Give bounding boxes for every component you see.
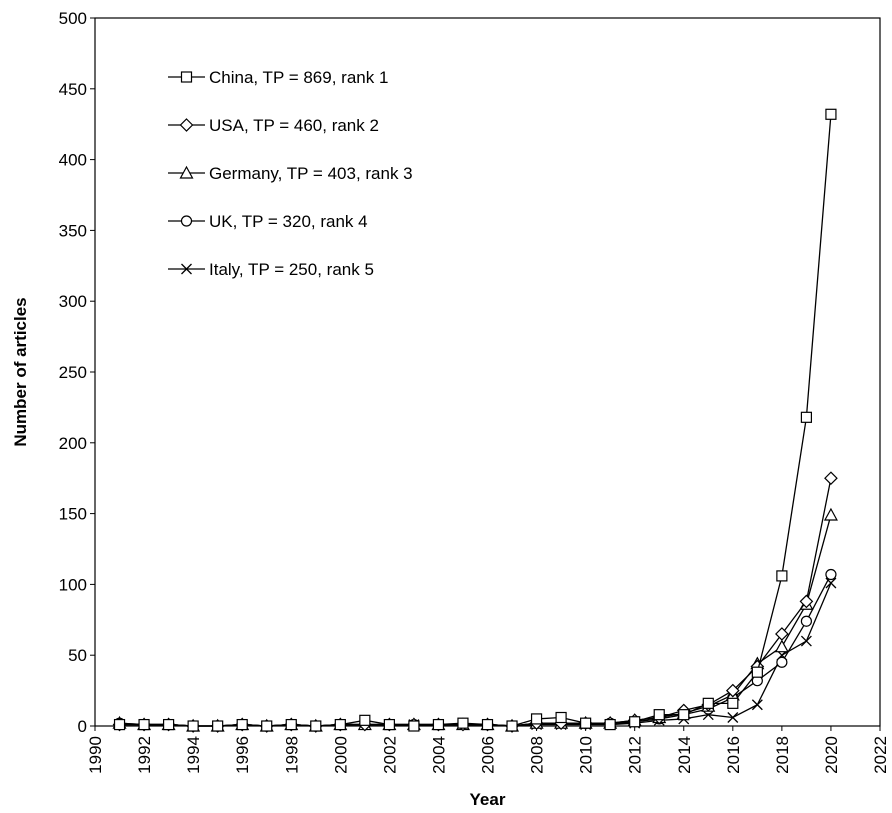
legend-marker-circle <box>180 215 193 227</box>
data-point-diamond <box>799 594 814 609</box>
data-point-circle <box>800 615 813 627</box>
data-point-square <box>432 718 445 731</box>
data-point-triangle <box>823 507 838 521</box>
y-tick-label: 200 <box>59 434 87 453</box>
y-tick-label: 250 <box>59 363 87 382</box>
series-layer <box>112 108 838 733</box>
legend-label: China, TP = 869, rank 1 <box>209 68 388 87</box>
data-point-diamond <box>725 683 740 698</box>
x-tick-label: 2000 <box>331 736 350 774</box>
x-tick-label: 1994 <box>184 736 203 774</box>
legend-item: Italy, TP = 250, rank 5 <box>168 260 374 279</box>
data-point-square <box>555 711 567 724</box>
series-square <box>113 108 837 732</box>
y-tick-label: 150 <box>59 505 87 524</box>
data-point-square <box>825 108 837 120</box>
x-axis-title: Year <box>470 790 506 809</box>
legend: China, TP = 869, rank 1 USA, TP = 460, ra… <box>168 68 413 279</box>
x-tick-label: 2008 <box>528 736 547 774</box>
data-point-square <box>776 570 788 582</box>
series-diamond <box>112 471 838 733</box>
x-tick-label: 2006 <box>479 736 498 774</box>
y-tick-label: 50 <box>68 646 87 665</box>
data-point-square <box>261 720 273 732</box>
series-line-square <box>119 114 832 727</box>
y-tick-label: 300 <box>59 292 87 311</box>
legend-item: USA, TP = 460, rank 2 <box>168 116 379 135</box>
data-point-square <box>800 411 813 423</box>
data-point-square <box>678 709 690 721</box>
data-point-square <box>113 718 126 731</box>
y-tick-label: 450 <box>59 80 87 99</box>
legend-marker-square <box>180 71 193 83</box>
y-axis-title: Number of articles <box>11 297 30 446</box>
data-point-triangle <box>774 639 789 653</box>
data-point-square <box>212 720 224 732</box>
x-axis-ticks: 1990 1992 1994 1996 1998 2000 2002 2004 2006 2008… <box>86 726 890 774</box>
x-tick-label: 2004 <box>429 736 448 774</box>
y-tick-label: 100 <box>59 575 87 594</box>
data-point-square <box>580 717 592 729</box>
data-point-circle <box>776 656 788 668</box>
data-point-square <box>530 713 543 725</box>
series-line-diamond <box>119 478 832 727</box>
x-tick-label: 2002 <box>380 736 399 774</box>
x-tick-label: 1990 <box>86 736 105 774</box>
data-point-square <box>751 666 763 678</box>
data-point-square <box>481 718 494 731</box>
data-point-square <box>653 709 665 721</box>
data-point-diamond <box>775 627 789 641</box>
x-tick-label: 2016 <box>724 736 743 774</box>
data-point-x <box>800 635 812 647</box>
legend-label: UK, TP = 320, rank 4 <box>209 212 368 231</box>
data-point-square <box>727 697 739 709</box>
data-point-square <box>359 714 371 726</box>
legend-label: Italy, TP = 250, rank 5 <box>209 260 374 279</box>
x-tick-label: 1992 <box>135 736 154 774</box>
data-point-square <box>408 720 420 732</box>
data-point-diamond <box>824 471 838 486</box>
x-tick-label: 2010 <box>577 736 596 774</box>
data-point-square <box>604 718 616 731</box>
x-tick-label: 2020 <box>822 736 841 774</box>
y-tick-label: 500 <box>59 9 87 28</box>
y-axis-ticks: 0 50 100 150 200 250 300 350 400 450 500 <box>59 9 95 736</box>
data-point-square <box>506 720 518 732</box>
series-triangle <box>112 507 838 732</box>
x-tick-label: 2012 <box>626 736 645 774</box>
y-tick-label: 350 <box>59 221 87 240</box>
data-point-square <box>383 718 395 731</box>
data-point-square <box>702 697 714 709</box>
data-point-square <box>187 720 199 732</box>
legend-item: UK, TP = 320, rank 4 <box>168 212 368 231</box>
data-point-square <box>334 718 346 731</box>
data-point-square <box>629 716 641 728</box>
data-point-x <box>751 699 763 711</box>
data-point-square <box>285 718 297 731</box>
data-point-square <box>162 718 175 731</box>
legend-marker-triangle <box>179 165 194 179</box>
data-point-square <box>236 718 248 731</box>
legend-marker-diamond <box>179 118 194 132</box>
legend-item: Germany, TP = 403, rank 3 <box>168 164 413 183</box>
legend-label: Germany, TP = 403, rank 3 <box>209 164 413 183</box>
x-tick-label: 2018 <box>773 736 792 774</box>
legend-item: China, TP = 869, rank 1 <box>168 68 388 87</box>
y-tick-label: 400 <box>59 151 87 170</box>
series-line-triangle <box>119 514 832 727</box>
x-tick-label: 1996 <box>233 736 252 774</box>
data-point-square <box>138 718 150 731</box>
x-tick-label: 2014 <box>675 736 694 774</box>
y-tick-label: 0 <box>78 717 87 736</box>
x-tick-label: 1998 <box>282 736 301 774</box>
legend-label: USA, TP = 460, rank 2 <box>209 116 379 135</box>
x-tick-label: 2022 <box>871 736 890 774</box>
data-point-square <box>310 720 322 732</box>
data-point-square <box>457 717 469 729</box>
series-line-x <box>119 582 832 727</box>
data-point-x <box>727 712 739 723</box>
legend-marker-x <box>181 263 192 275</box>
data-point-circle <box>825 568 837 581</box>
